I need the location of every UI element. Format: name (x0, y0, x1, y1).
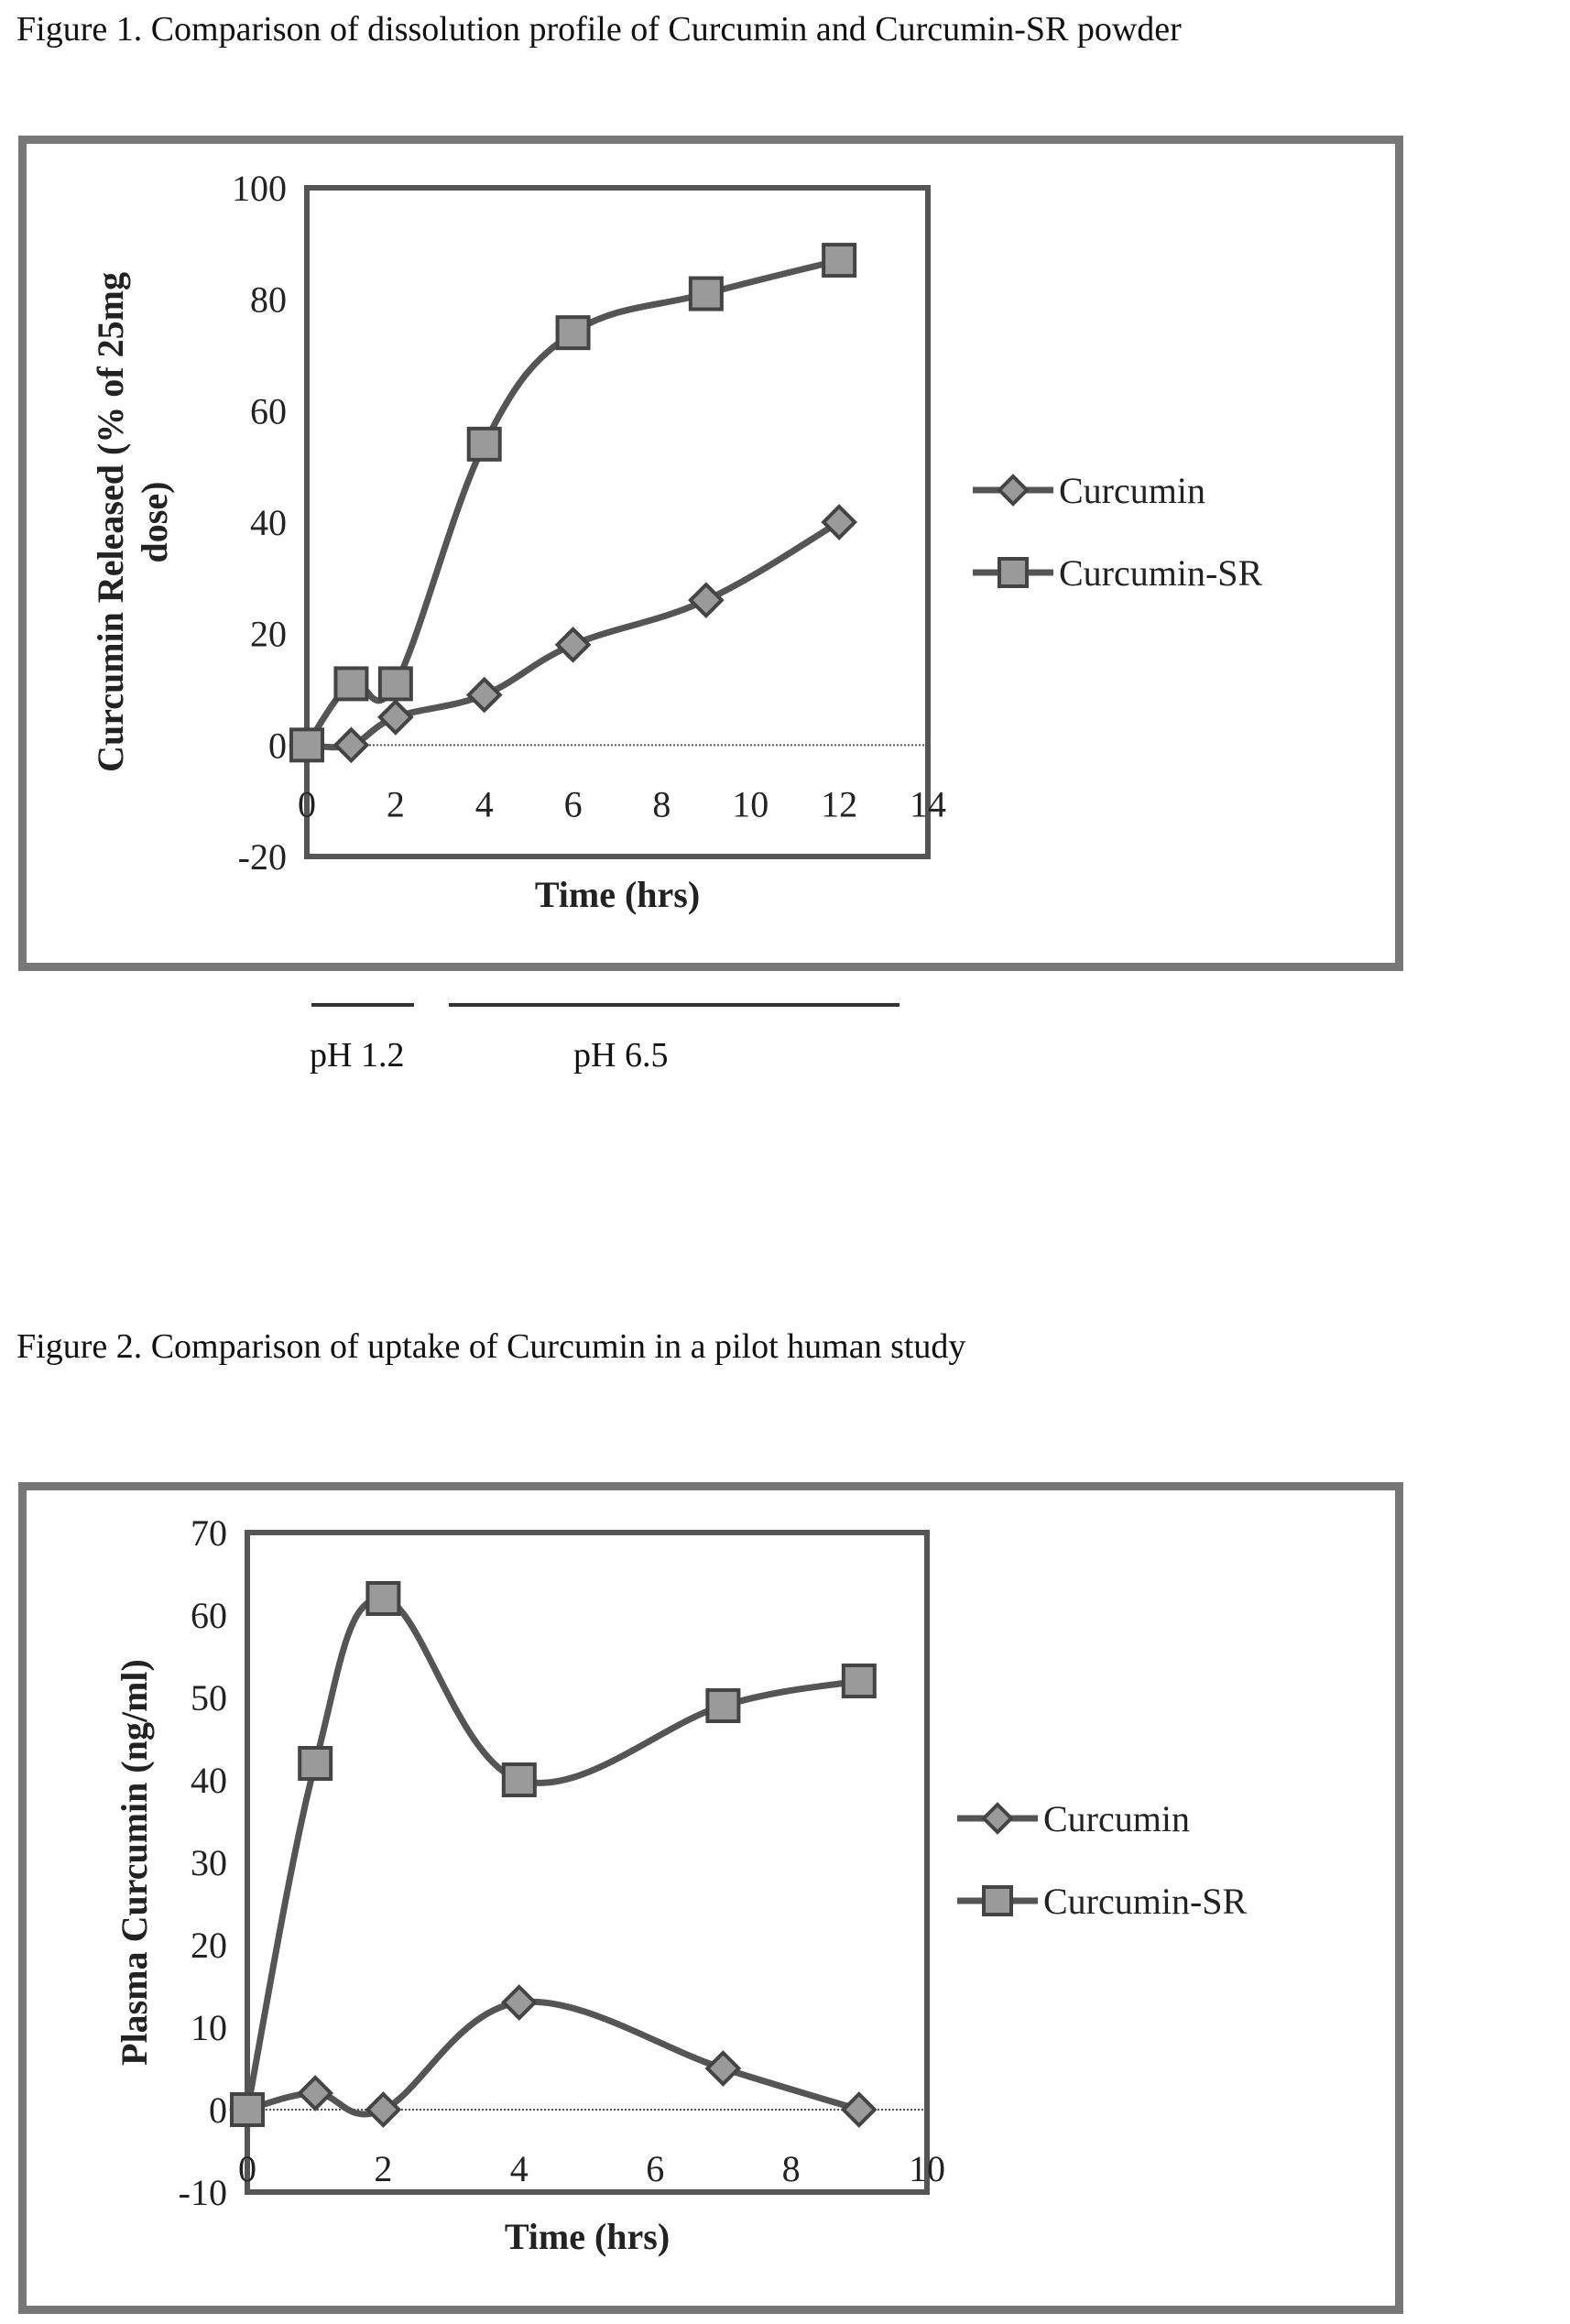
ph-1-2-label: pH 1.2 (310, 1036, 405, 1075)
chart1-data-point-curcumin-sr (822, 243, 857, 278)
chart2-data-point-curcumin (500, 1984, 538, 2021)
figure-2-caption: Figure 2. Comparison of uptake of Curcum… (16, 1327, 966, 1366)
chart1-y-tick-label: 0 (268, 725, 287, 766)
figure-2-frame (18, 1482, 1403, 2314)
chart1-legend-label-curcumin: Curcumin (1059, 470, 1205, 511)
chart2-y-axis-title: Plasma Curcumin (ng/ml) (114, 1659, 155, 2066)
chart2-data-point-curcumin (840, 2091, 878, 2128)
chart1-x-tick-label: 2 (387, 783, 405, 824)
chart2-data-point-curcumin-sr (841, 1664, 877, 1698)
chart1-y-tick-label: 60 (250, 390, 287, 431)
chart1-x-tick-label: 10 (732, 783, 769, 824)
chart1-y-tick-label: 40 (250, 502, 287, 543)
chart2-y-tick-label: -10 (179, 2172, 227, 2213)
chart2-x-tick-label: 2 (374, 2148, 392, 2189)
ph-1-2-bar (311, 1003, 414, 1007)
chart1-x-tick-label: 12 (821, 783, 857, 824)
chart2-x-tick-label: 0 (238, 2148, 256, 2189)
chart2-legend-label-curcumin-sr: Curcumin-SR (1043, 1881, 1248, 1922)
chart1-legend-marker-curcumin (997, 474, 1030, 507)
chart1-y-axis-title: Curcumin Released (% of 25mgdose) (90, 272, 175, 772)
chart1-x-tick-label: 6 (564, 783, 583, 824)
chart2-data-point-curcumin (365, 2091, 402, 2128)
chart1-data-point-curcumin (333, 726, 370, 764)
chart1-legend-marker-curcumin-sr (998, 557, 1029, 588)
chart1-data-point-curcumin (554, 627, 592, 663)
chart2-y-tick-label: 10 (191, 2007, 227, 2048)
ph-6-5-label: pH 6.5 (573, 1036, 669, 1075)
chart1-data-point-curcumin-sr (289, 727, 324, 763)
chart2-x-tick-label: 6 (646, 2148, 664, 2189)
chart2-plot-area (245, 1530, 930, 2195)
chart1-legend-label-curcumin-sr: Curcumin-SR (1059, 552, 1263, 594)
chart2-data-point-curcumin-sr (298, 1746, 333, 1781)
chart2-x-tick-label: 8 (782, 2148, 801, 2189)
chart1-data-point-curcumin-sr (333, 666, 369, 702)
figure-1-caption: Figure 1. Comparison of dissolution prof… (16, 10, 1182, 49)
chart1-x-tick-label: 14 (910, 783, 946, 824)
chart1-data-point-curcumin-sr (555, 315, 591, 351)
chart2-y-tick-label: 70 (191, 1512, 227, 1554)
chart1-x-tick-label: 0 (298, 783, 316, 824)
chart2-x-tick-label: 10 (909, 2148, 945, 2189)
chart2-data-point-curcumin (297, 2075, 334, 2111)
chart2-y-axis-title-line: Plasma Curcumin (ng/ml) (114, 1659, 155, 2066)
chart1-y-tick-label: 100 (232, 168, 287, 209)
chart2-y-tick-label: 30 (191, 1842, 227, 1883)
chart2-x-tick-label: 4 (510, 2148, 529, 2189)
chart2-x-axis-title: Time (hrs) (505, 2216, 670, 2257)
chart1-y-axis-title-line: Curcumin Released (% of 25mg (90, 272, 131, 772)
ph-6-5-bar (449, 1003, 899, 1007)
figure-1-frame (18, 136, 1403, 971)
chart2-y-tick-label: 20 (191, 1925, 227, 1966)
chart1-data-point-curcumin (377, 699, 414, 736)
chart2-data-point-curcumin-sr (230, 2092, 265, 2127)
chart2-y-tick-label: 0 (209, 2089, 227, 2131)
chart1-x-tick-label: 8 (652, 783, 671, 824)
chart2-legend-marker-curcumin (981, 1802, 1014, 1835)
chart2-legend-marker-curcumin-sr (982, 1885, 1013, 1916)
chart1-y-tick-label: 80 (250, 279, 287, 321)
chart1-x-axis-title: Time (hrs) (535, 874, 700, 915)
chart1-data-point-curcumin (821, 504, 857, 540)
chart1-y-axis-title-line: dose) (134, 482, 175, 563)
chart1-data-point-curcumin-sr (466, 426, 502, 462)
chart1-x-tick-label: 4 (475, 783, 494, 824)
chart2-data-point-curcumin-sr (705, 1688, 741, 1723)
chart2-data-point-curcumin (704, 2050, 742, 2087)
chart1-y-tick-label: 20 (250, 614, 287, 655)
chart2-y-tick-label: 50 (191, 1677, 227, 1718)
chart2-y-tick-label: 60 (191, 1595, 227, 1636)
chart1-data-point-curcumin (688, 582, 725, 618)
chart1-data-point-curcumin-sr (377, 666, 413, 702)
chart1-data-point-curcumin (465, 676, 503, 714)
chart2-data-point-curcumin-sr (501, 1762, 537, 1797)
chart1-data-point-curcumin-sr (688, 276, 724, 311)
chart1-y-tick-label: -20 (238, 836, 287, 878)
chart2-data-point-curcumin-sr (365, 1581, 401, 1616)
chart2-legend-label-curcumin: Curcumin (1043, 1798, 1190, 1839)
chart2-y-tick-label: 40 (191, 1760, 227, 1801)
